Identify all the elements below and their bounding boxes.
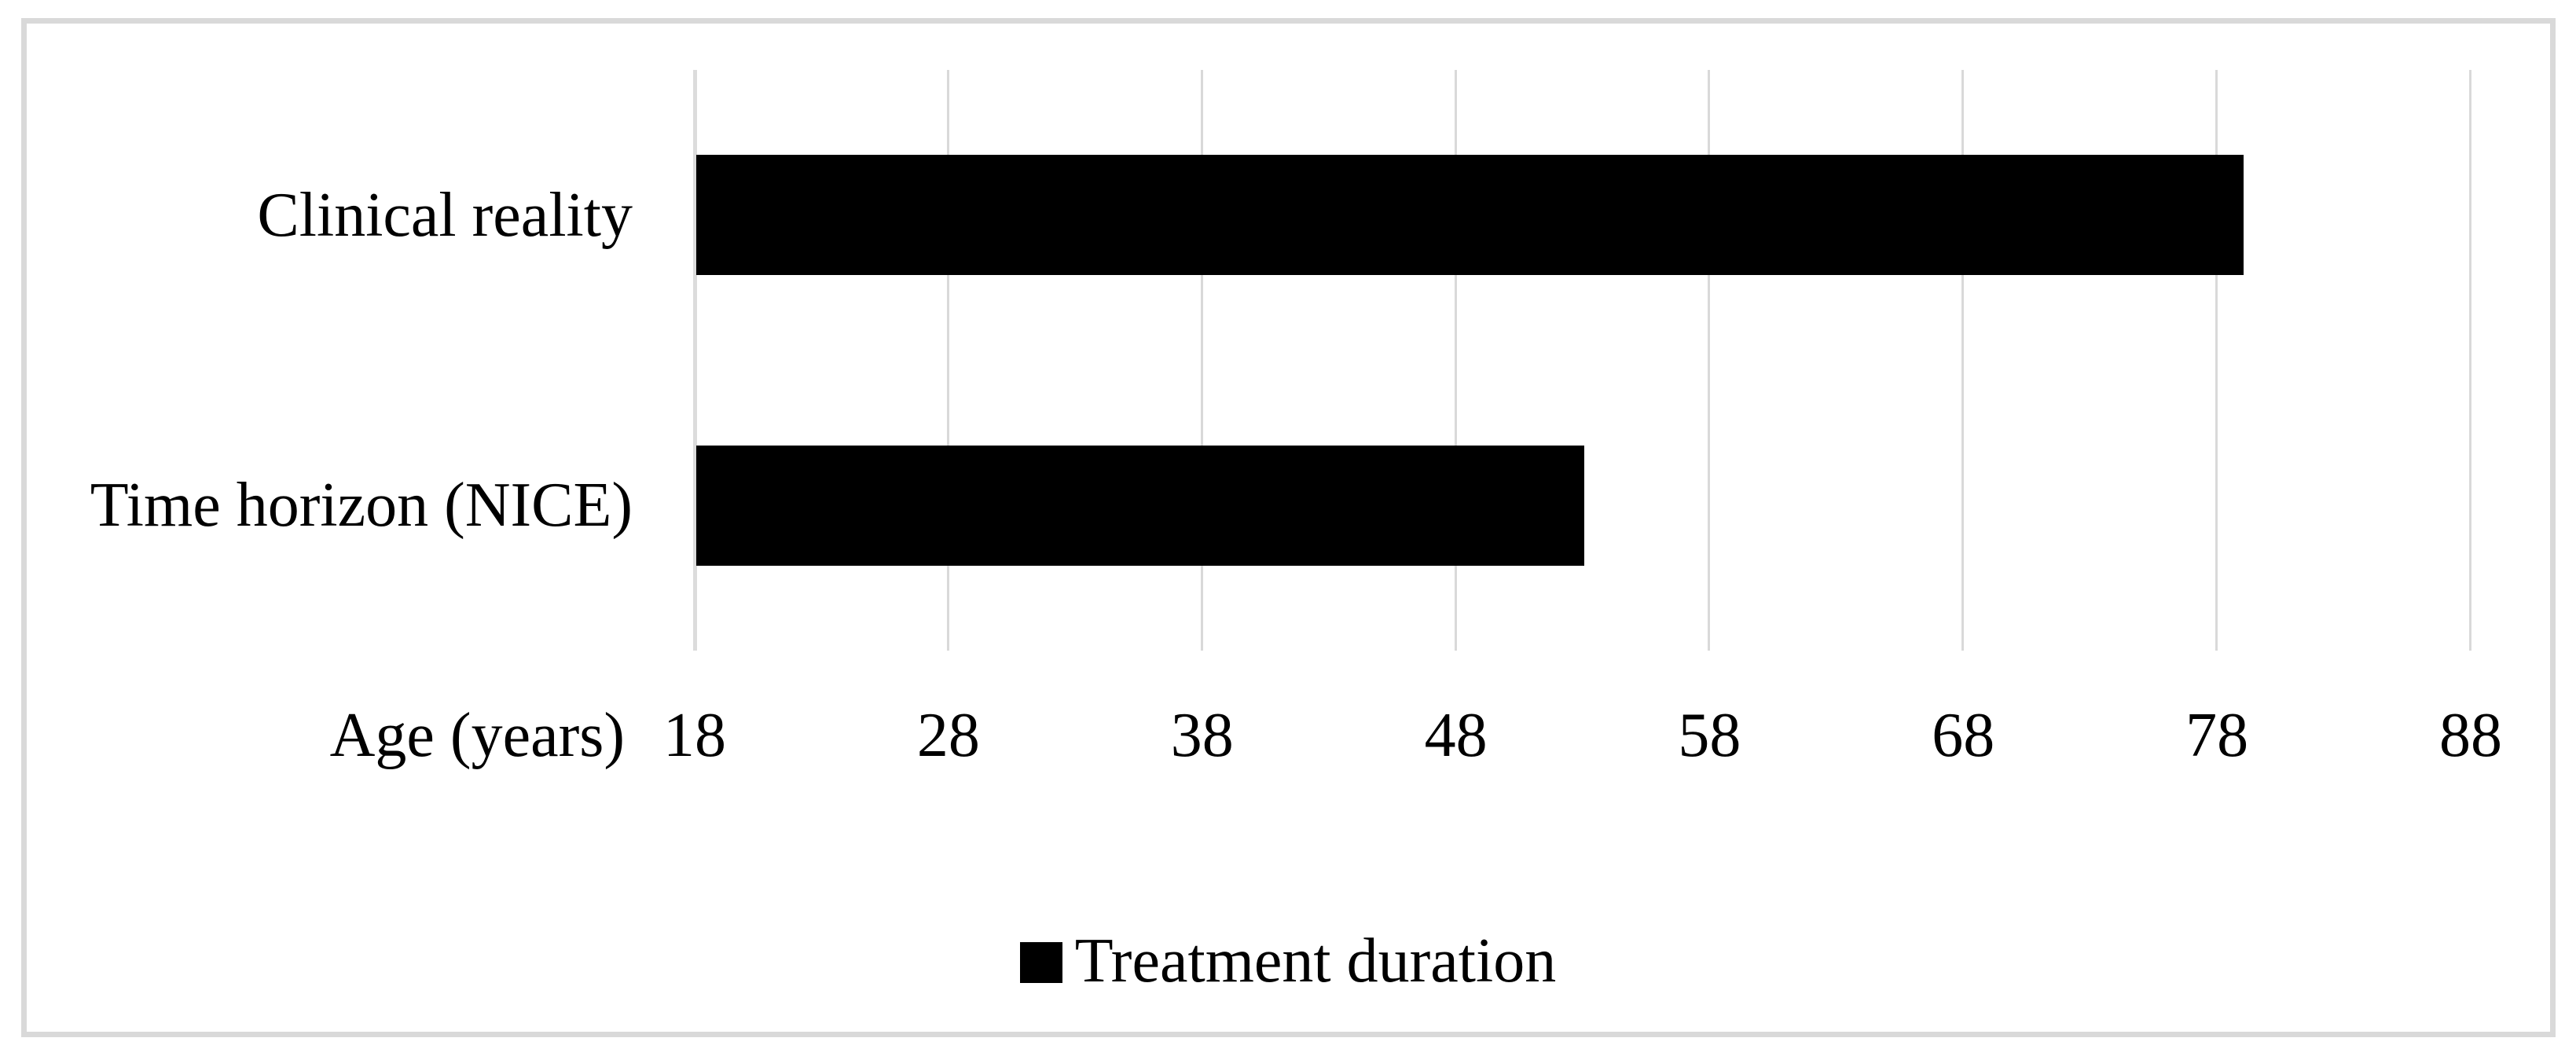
gridline-48 xyxy=(1454,70,1457,651)
x-tick-88: 88 xyxy=(2438,701,2502,770)
value-axis-line xyxy=(693,70,697,651)
gridline-68 xyxy=(1961,70,1965,651)
gridline-38 xyxy=(1200,70,1203,651)
gridline-28 xyxy=(946,70,949,651)
legend-marker-icon xyxy=(1019,942,1062,983)
gridline-58 xyxy=(1708,70,1711,651)
x-tick-18: 18 xyxy=(663,701,726,770)
chart-border xyxy=(21,18,2556,1037)
x-tick-58: 58 xyxy=(1678,701,1741,770)
bar-clinical-reality xyxy=(696,155,2244,276)
x-tick-28: 28 xyxy=(916,701,980,770)
x-tick-78: 78 xyxy=(2185,701,2249,770)
bar-time-horizon-nice xyxy=(696,445,1584,566)
x-axis-title: Age (years) xyxy=(329,701,625,770)
x-tick-38: 38 xyxy=(1170,701,1234,770)
category-label-time-horizon-nice: Time horizon (NICE) xyxy=(90,471,633,541)
x-tick-48: 48 xyxy=(1424,701,1488,770)
x-tick-68: 68 xyxy=(1932,701,1995,770)
gridline-88 xyxy=(2468,70,2471,651)
legend-label: Treatment duration xyxy=(1074,926,1557,996)
legend: Treatment duration xyxy=(0,922,2576,1000)
gridline-78 xyxy=(2215,70,2218,651)
category-label-clinical-reality: Clinical reality xyxy=(257,180,633,250)
